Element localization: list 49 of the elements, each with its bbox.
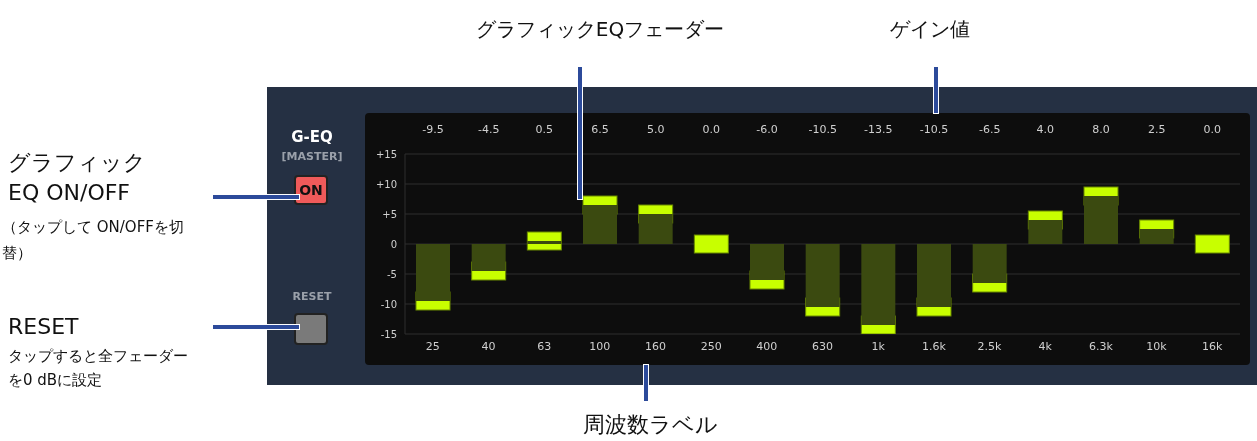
y-tick-label: +5 xyxy=(382,208,397,220)
y-tick-label: -5 xyxy=(387,268,397,280)
x-tick-label: 250 xyxy=(700,339,722,353)
text: [MASTER] xyxy=(280,150,344,163)
data-label: -13.5 xyxy=(864,123,893,136)
y-tick-label: 0 xyxy=(390,238,397,250)
data-label: 5.0 xyxy=(646,123,665,136)
text: ゲイン値 xyxy=(889,16,971,43)
x-tick-label: 40 xyxy=(481,339,496,353)
x-tick-label: 160 xyxy=(645,339,666,353)
data-label: -6.5 xyxy=(978,123,1001,136)
x-tick-label: 630 xyxy=(812,339,833,353)
x-tick-label: 1.6k xyxy=(921,339,947,353)
data-label: -6.0 xyxy=(756,123,778,136)
text: タップすると全フェーダーを0 dBに設定 xyxy=(8,346,189,391)
x-tick-label: 25 xyxy=(425,339,440,353)
x-tick-label: 1k xyxy=(871,339,886,353)
y-tick-label: -15 xyxy=(380,328,397,340)
data-label: -4.5 xyxy=(477,123,500,136)
x-tick-label: 63 xyxy=(537,339,552,353)
text: （タップして ON/OFFを切替） xyxy=(2,217,185,264)
data-label: -10.5 xyxy=(808,123,837,136)
data-label: 4.0 xyxy=(1036,123,1055,136)
x-tick-label: 10k xyxy=(1146,339,1168,353)
on-button: ON xyxy=(294,175,328,205)
y-tick-label: -10 xyxy=(380,298,397,310)
x-tick-label: 6.3k xyxy=(1088,339,1114,353)
x-tick-label: 16k xyxy=(1201,339,1223,353)
data-label: 0.5 xyxy=(535,123,554,136)
y-tick-label: +15 xyxy=(375,148,397,160)
text: 周波数ラベル xyxy=(581,411,719,439)
data-label: -10.5 xyxy=(919,123,949,136)
text: RESET xyxy=(8,314,79,339)
x-tick-label: 4k xyxy=(1038,339,1053,353)
text: グラフィックEQフェーダー xyxy=(474,16,726,43)
y-tick-label: +10 xyxy=(375,178,397,190)
data-label: 0.0 xyxy=(1203,123,1222,136)
data-label: 2.5 xyxy=(1147,123,1166,136)
bar xyxy=(527,241,562,244)
data-label: 0.0 xyxy=(702,123,721,136)
x-tick-label: 400 xyxy=(756,339,778,353)
data-label: 6.5 xyxy=(591,123,609,136)
text: グラフィック EQ ON/OFF xyxy=(8,149,147,207)
x-tick-label: 2.5k xyxy=(977,339,1003,353)
data-label: -9.5 xyxy=(422,123,444,136)
chart-title: G-EQ xyxy=(290,128,334,146)
x-tick-label: 100 xyxy=(589,339,611,353)
text: RESET xyxy=(291,290,333,303)
data-label: 8.0 xyxy=(1092,123,1110,136)
